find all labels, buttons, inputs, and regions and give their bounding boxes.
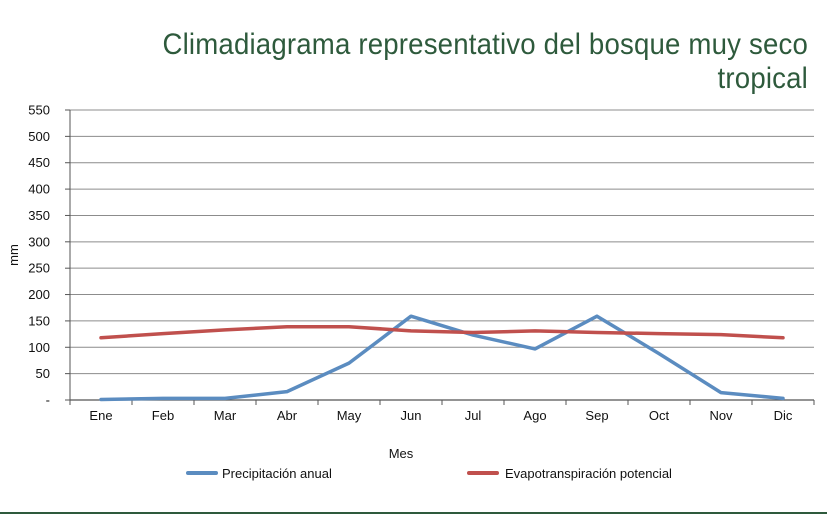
y-tick-label: 350 — [28, 208, 50, 223]
x-axis-ticks: Ene Feb Mar Abr May Jun Jul Ago Sep Oct Nov Dic — [69, 400, 815, 423]
legend-item: Precipitación anual — [186, 466, 332, 481]
x-tick-label: May — [337, 408, 362, 423]
y-tick-label: 250 — [28, 261, 50, 276]
x-tick-label: Sep — [585, 408, 608, 423]
x-tick-label: Dic — [774, 408, 793, 423]
x-tick-label: Mar — [214, 408, 237, 423]
x-tick-label: Ago — [523, 408, 546, 423]
y-axis-title: mm — [6, 244, 21, 266]
series-lines — [99, 314, 785, 402]
y-tick-label: 400 — [28, 182, 50, 197]
y-tick-label: 100 — [28, 340, 50, 355]
legend: Precipitación anual Evapotranspiración po… — [186, 466, 672, 481]
x-axis-title: Mes — [389, 446, 414, 461]
y-tick-label: 550 — [28, 103, 50, 118]
series-line-evapotranspiracion — [99, 324, 785, 340]
x-tick-label: Jul — [465, 408, 482, 423]
gridlines — [65, 109, 814, 401]
series-line-precipitacion — [99, 314, 785, 402]
y-tick-label: 150 — [28, 313, 50, 328]
x-tick-label: Ene — [89, 408, 112, 423]
legend-label: Evapotranspiración potencial — [505, 466, 672, 481]
legend-label: Precipitación anual — [222, 466, 332, 481]
y-tick-label: 500 — [28, 129, 50, 144]
y-tick-label: 300 — [28, 234, 50, 249]
x-tick-label: Abr — [277, 408, 298, 423]
y-tick-label: - — [46, 393, 50, 408]
y-tick-label: 450 — [28, 155, 50, 170]
y-tick-label: 200 — [28, 287, 50, 302]
chart-title: Climadiagrama representativo del bosque … — [162, 28, 809, 95]
bottom-divider — [0, 512, 827, 514]
x-tick-label: Oct — [649, 408, 670, 423]
legend-item: Evapotranspiración potencial — [467, 466, 672, 481]
x-tick-label: Nov — [709, 408, 733, 423]
y-axis-ticks: - 50 100 150 200 250 300 350 400 450 500 550 — [28, 103, 50, 408]
x-tick-label: Feb — [152, 408, 174, 423]
x-tick-label: Jun — [401, 408, 422, 423]
y-tick-label: 50 — [36, 366, 50, 381]
